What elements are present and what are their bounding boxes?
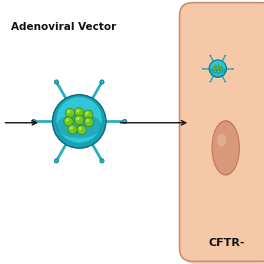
Circle shape: [220, 68, 221, 69]
Circle shape: [210, 81, 211, 82]
Circle shape: [225, 55, 226, 56]
Circle shape: [209, 60, 227, 77]
Circle shape: [64, 117, 73, 126]
Ellipse shape: [211, 120, 240, 176]
Ellipse shape: [56, 114, 102, 138]
Circle shape: [217, 65, 218, 66]
Circle shape: [218, 70, 220, 73]
Circle shape: [74, 108, 84, 117]
Ellipse shape: [217, 133, 227, 147]
Circle shape: [210, 61, 225, 76]
Circle shape: [214, 65, 216, 67]
Circle shape: [215, 70, 217, 72]
Circle shape: [122, 119, 127, 124]
Circle shape: [53, 95, 106, 148]
Circle shape: [84, 110, 93, 120]
Circle shape: [100, 159, 104, 163]
Circle shape: [220, 66, 221, 67]
Circle shape: [77, 125, 86, 135]
Circle shape: [217, 67, 219, 69]
Circle shape: [76, 109, 79, 113]
Circle shape: [220, 68, 222, 70]
Circle shape: [84, 117, 94, 127]
Circle shape: [225, 81, 226, 82]
Circle shape: [85, 112, 89, 115]
Circle shape: [31, 119, 36, 124]
Circle shape: [213, 68, 215, 70]
Circle shape: [86, 119, 89, 122]
Circle shape: [65, 108, 75, 118]
FancyBboxPatch shape: [180, 3, 264, 261]
Circle shape: [215, 70, 216, 71]
Circle shape: [202, 68, 203, 69]
Circle shape: [217, 64, 219, 67]
Circle shape: [218, 71, 219, 72]
Circle shape: [54, 159, 59, 163]
Circle shape: [74, 115, 84, 125]
Text: CFTR-: CFTR-: [209, 238, 245, 248]
Circle shape: [78, 127, 82, 130]
Circle shape: [100, 80, 104, 84]
Circle shape: [220, 65, 222, 68]
Circle shape: [65, 118, 69, 122]
FancyBboxPatch shape: [182, 5, 264, 264]
Circle shape: [68, 125, 77, 134]
Text: Adenoviral Vector: Adenoviral Vector: [11, 22, 116, 32]
Circle shape: [67, 110, 70, 113]
Circle shape: [217, 67, 218, 68]
Circle shape: [54, 80, 59, 84]
Circle shape: [214, 65, 215, 66]
Ellipse shape: [210, 66, 225, 74]
Ellipse shape: [213, 121, 239, 174]
Circle shape: [56, 97, 102, 143]
Circle shape: [69, 126, 73, 130]
Circle shape: [76, 117, 79, 120]
Circle shape: [210, 55, 211, 56]
